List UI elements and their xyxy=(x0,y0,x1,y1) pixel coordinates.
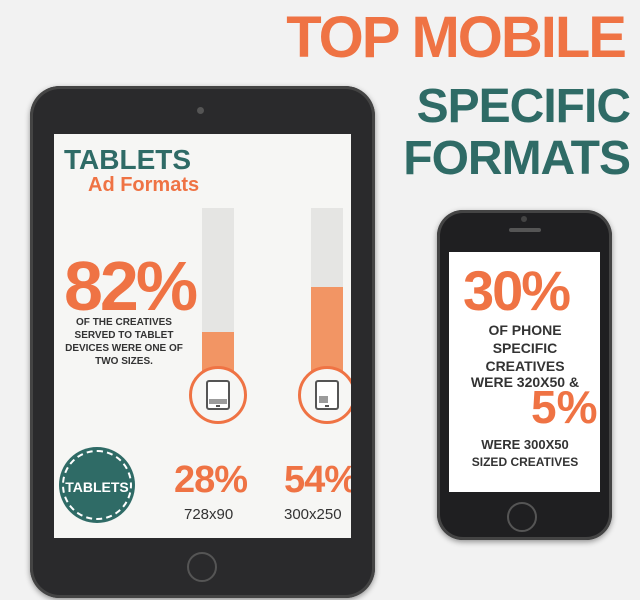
bar-300x250-track xyxy=(311,208,343,380)
tablet-screen: TABLETS Ad Formats 82% OF THE CREATIVES … xyxy=(54,134,351,538)
leaderboard-tablet-icon xyxy=(189,366,247,424)
format-2-size: 300x250 xyxy=(284,506,342,523)
phone-stat-1: 30% xyxy=(463,259,571,322)
tablet-camera xyxy=(197,107,204,114)
phone-text-3: CREATIVES WERE 320x50 & xyxy=(470,358,580,390)
tablet-device: TABLETS Ad Formats 82% OF THE CREATIVES … xyxy=(30,86,375,598)
phone-device: 30% OF PHONE SPECIFIC CREATIVES WERE 320x… xyxy=(437,210,612,540)
tablet-heading: TABLETS xyxy=(64,144,192,175)
format-2-percent: 54% xyxy=(284,459,351,501)
tablet-home-button xyxy=(187,552,217,582)
bar-728x90-track xyxy=(202,208,234,380)
format-1-percent: 28% xyxy=(174,459,248,501)
phone-text-1: OF PHONE xyxy=(488,322,562,338)
bar-300x250-fill xyxy=(311,287,343,380)
phone-text-2: SPECIFIC xyxy=(492,340,558,356)
rectangle-tablet-icon xyxy=(298,366,351,424)
tablet-subheading: Ad Formats xyxy=(88,174,200,196)
title-line-1: TOP MOBILE xyxy=(286,5,627,70)
phone-home-button xyxy=(507,502,537,532)
title-line-3: FORMATS xyxy=(403,132,631,185)
tablets-badge: TABLETS xyxy=(62,450,132,520)
title-line-2: SPECIFIC xyxy=(416,80,631,133)
format-1-size: 728x90 xyxy=(184,506,234,523)
tablet-stat: 82% xyxy=(64,247,198,325)
phone-text-5: SIZED CREATIVES xyxy=(471,455,579,469)
phone-screen: 30% OF PHONE SPECIFIC CREATIVES WERE 320x… xyxy=(449,252,600,492)
phone-camera xyxy=(521,216,527,222)
phone-speaker xyxy=(509,228,541,232)
phone-stat-2: 5% xyxy=(531,381,598,433)
tablet-description: OF THE CREATIVES SERVED TO TABLET DEVICE… xyxy=(65,317,183,367)
phone-text-4: WERE 300x50 xyxy=(481,437,569,452)
